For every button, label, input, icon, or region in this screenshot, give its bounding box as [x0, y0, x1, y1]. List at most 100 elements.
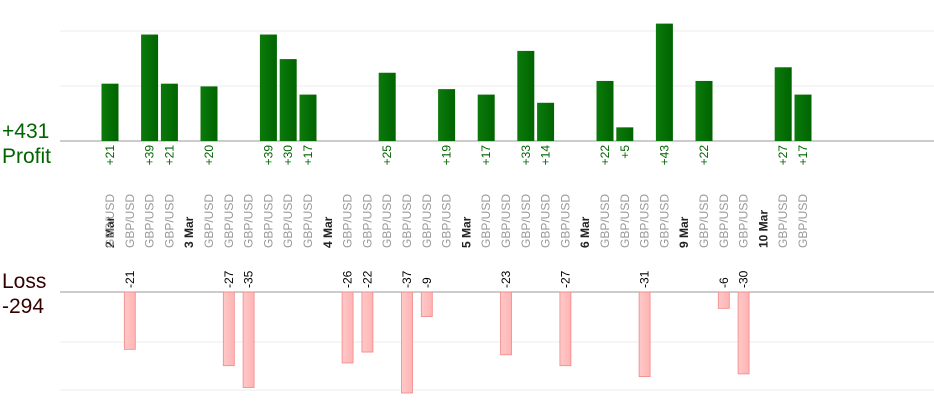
profit-value-label: +39: [261, 145, 275, 166]
loss-bar: [717, 291, 730, 309]
profit-bar: [160, 83, 178, 141]
pair-label: GBP/USD: [598, 194, 612, 248]
date-label: 10 Mar: [756, 210, 770, 248]
pair-label: GBP/USD: [123, 194, 137, 248]
loss-bar: [500, 291, 512, 356]
pair-label: GBP/USD: [479, 194, 493, 248]
profit-bar: [616, 127, 634, 141]
profit-bar: [537, 102, 555, 141]
profit-value-label: +20: [202, 145, 216, 166]
loss-value-label: -26: [341, 270, 355, 288]
profit-value-label: +30: [281, 145, 295, 166]
profit-value-label: +25: [380, 145, 394, 166]
pair-label: GBP/USD: [539, 194, 553, 248]
pair-label: GBP/USD: [618, 194, 632, 248]
pair-label: GBP/USD: [202, 194, 216, 248]
loss-bar: [559, 291, 572, 367]
pair-label: GBP/USD: [360, 194, 374, 248]
profit-value-label: +5: [618, 145, 632, 159]
profit-value-label: +27: [776, 145, 790, 166]
pair-label: GBP/USD: [222, 194, 236, 248]
profit-bar: [200, 86, 218, 141]
profit-bar: [141, 34, 159, 141]
profit-label: Profit: [2, 145, 51, 168]
profit-value-label: +17: [301, 145, 315, 166]
profit-bar: [378, 72, 396, 141]
date-label: 4 Mar: [321, 216, 335, 248]
profit-value-label: +14: [539, 145, 553, 166]
loss-bar: [242, 291, 255, 388]
profit-value-label: +43: [657, 145, 671, 166]
loss-value-label: -9: [420, 277, 434, 288]
pair-label: GBP/USD: [380, 194, 394, 248]
profit-value-label: +22: [598, 145, 612, 166]
profit-total: +431: [2, 120, 49, 143]
pair-label: GBP/USD: [796, 194, 810, 248]
pair-label: GBP/USD: [261, 194, 275, 248]
profit-bar: [299, 94, 317, 141]
date-label: 2 Mar: [103, 216, 117, 248]
pair-label: GBP/USD: [281, 194, 295, 248]
profit-bar: [438, 89, 456, 141]
profit-bar: [477, 94, 495, 141]
profit-value-label: +22: [697, 145, 711, 166]
pair-label: GBP/USD: [499, 194, 513, 248]
pair-label: GBP/USD: [301, 194, 315, 248]
pair-label: GBP/USD: [638, 194, 652, 248]
profit-bar: [655, 23, 673, 141]
loss-value-label: -21: [123, 270, 137, 288]
pair-label: GBP/USD: [400, 194, 414, 248]
profit-value-label: +39: [143, 145, 157, 166]
profit-value-label: +21: [162, 145, 176, 166]
pair-label: GBP/USD: [737, 194, 751, 248]
profit-bar: [695, 80, 713, 141]
date-label: 9 Mar: [677, 216, 691, 248]
loss-value-label: -22: [360, 270, 374, 288]
loss-bar: [420, 291, 433, 317]
pair-label: GBP/USD: [103, 194, 117, 248]
pair-label: GBP/USD: [558, 194, 572, 248]
profit-value-label: +33: [519, 145, 533, 166]
pair-label: GBP/USD: [162, 194, 176, 248]
profit-value-label: +17: [479, 145, 493, 166]
loss-value-label: -30: [737, 270, 751, 288]
date-label: 6 Mar: [578, 216, 592, 248]
label-group: 2 Mar GBP/USD +21 GBP/USD -21 GBP/USD +39 GBP/U…: [103, 145, 810, 288]
date-label: 5 Mar: [459, 216, 473, 248]
loss-label: Loss: [2, 270, 46, 293]
profit-bar: [774, 67, 792, 141]
loss-bar: [401, 291, 413, 394]
profit-bar: [259, 34, 277, 141]
loss-total: -294: [2, 295, 44, 318]
loss-value-label: -27: [558, 270, 572, 288]
loss-value-label: -27: [222, 270, 236, 288]
pair-label: GBP/USD: [776, 194, 790, 248]
profit-bar: [101, 83, 119, 141]
profit-value-label: +21: [103, 145, 117, 166]
pair-label: GBP/USD: [657, 194, 671, 248]
loss-value-label: -37: [400, 270, 414, 288]
bar-group: [101, 23, 812, 394]
loss-bar: [737, 291, 750, 375]
pair-label: GBP/USD: [440, 194, 454, 248]
loss-bar: [361, 291, 374, 353]
profit-bar: [517, 50, 535, 141]
loss-bar: [638, 291, 651, 378]
pair-label: GBP/USD: [420, 194, 434, 248]
date-label: 3 Mar: [182, 216, 196, 248]
profit-bar: [279, 59, 297, 141]
pair-label: GBP/USD: [519, 194, 533, 248]
loss-value-label: -23: [499, 270, 513, 288]
pair-label: GBP/USD: [143, 194, 157, 248]
profit-value-label: +19: [440, 145, 454, 166]
profit-bar: [794, 94, 812, 141]
loss-value-label: -6: [717, 277, 731, 288]
profit-bar: [596, 80, 614, 141]
pair-label: GBP/USD: [341, 194, 355, 248]
loss-bar: [341, 291, 354, 364]
pair-label: GBP/USD: [697, 194, 711, 248]
profit-value-label: +17: [796, 145, 810, 166]
loss-value-label: -31: [638, 270, 652, 288]
pair-label: GBP/USD: [717, 194, 731, 248]
